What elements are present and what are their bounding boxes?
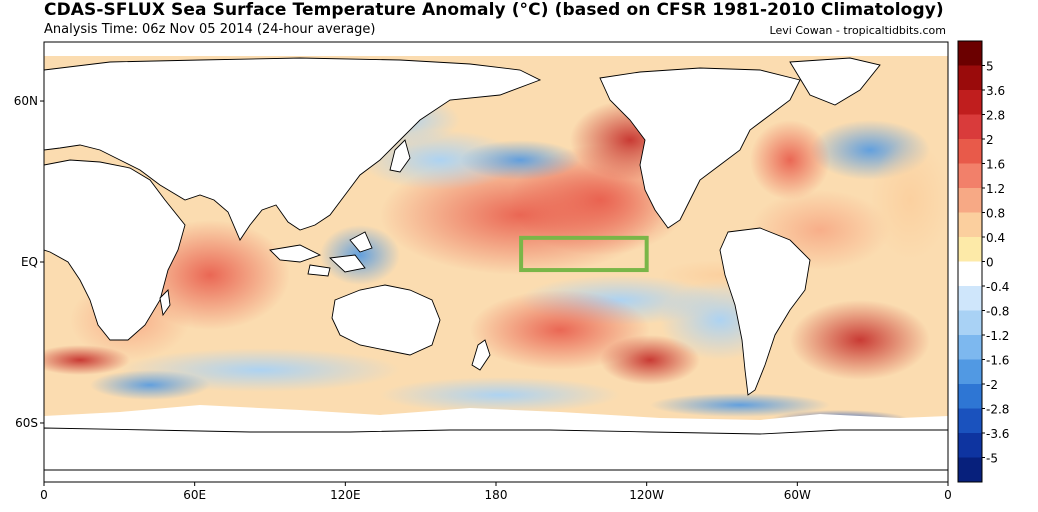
lat-label: 60S — [15, 416, 38, 430]
colorbar-label: 2 — [986, 133, 994, 147]
colorbar-label: 0 — [986, 256, 994, 270]
map-title: CDAS-SFLUX Sea Surface Temperature Anoma… — [44, 0, 944, 20]
colorbar-label: -2.8 — [986, 403, 1009, 417]
continents — [44, 57, 948, 471]
axis-labels: 60N EQ 60S 0 60E 120E 180 120W 60W 0 — [14, 94, 952, 502]
lat-label: 60N — [14, 94, 38, 108]
lon-label: 60E — [183, 488, 206, 502]
colorbar-swatch — [958, 188, 982, 213]
colorbar-swatch — [958, 237, 982, 262]
colorbar: 5 3.6 2.8 2 1.6 1.2 0.8 0.4 0 -0.4 -0.8 -1.2 -1.6 -2 -… — [957, 40, 1009, 483]
analysis-time: Analysis Time: 06z Nov 05 2014 (24-hour … — [44, 22, 376, 37]
lon-label: 0 — [40, 488, 48, 502]
lon-label: 180 — [485, 488, 508, 502]
lat-label: EQ — [21, 255, 38, 269]
colorbar-swatch — [958, 65, 982, 90]
colorbar-swatch — [958, 286, 982, 311]
colorbar-swatch — [958, 408, 982, 433]
colorbar-label: 0.8 — [986, 207, 1005, 221]
colorbar-swatch — [958, 457, 982, 482]
colorbar-label: 1.2 — [986, 182, 1005, 196]
colorbar-label: 1.6 — [986, 158, 1005, 172]
lon-label: 0 — [944, 488, 952, 502]
sst-field — [44, 42, 948, 482]
colorbar-swatch — [958, 163, 982, 188]
colorbar-label: -2 — [986, 378, 998, 392]
highlight-rectangle — [519, 235, 649, 273]
colorbar-swatch — [958, 433, 982, 458]
credit: Levi Cowan - tropicaltidbits.com — [769, 24, 946, 37]
colorbar-swatch — [958, 41, 982, 66]
nino-region-box — [519, 235, 649, 273]
colorbar-swatch — [958, 212, 982, 237]
colorbar-label: -5 — [986, 452, 998, 466]
lon-label: 120E — [330, 488, 361, 502]
colorbar-label: -1.2 — [986, 329, 1009, 343]
colorbar-label: -3.6 — [986, 427, 1009, 441]
colorbar-label: 5 — [986, 60, 994, 74]
colorbar-label: -0.8 — [986, 305, 1009, 319]
colorbar-swatch — [958, 335, 982, 360]
colorbar-label: -1.6 — [986, 354, 1009, 368]
colorbar-swatch — [958, 139, 982, 164]
colorbar-swatch — [958, 90, 982, 115]
colorbar-swatch — [958, 359, 982, 384]
lon-label: 120W — [629, 488, 664, 502]
colorbar-swatch — [958, 114, 982, 139]
colorbar-label: -0.4 — [986, 280, 1009, 294]
colorbar-swatch — [958, 384, 982, 409]
colorbar-label: 3.6 — [986, 84, 1005, 98]
colorbar-label: 0.4 — [986, 231, 1005, 245]
colorbar-label: 2.8 — [986, 109, 1005, 123]
lon-label: 60W — [784, 488, 811, 502]
colorbar-swatch — [958, 310, 982, 335]
colorbar-swatch — [958, 261, 982, 286]
